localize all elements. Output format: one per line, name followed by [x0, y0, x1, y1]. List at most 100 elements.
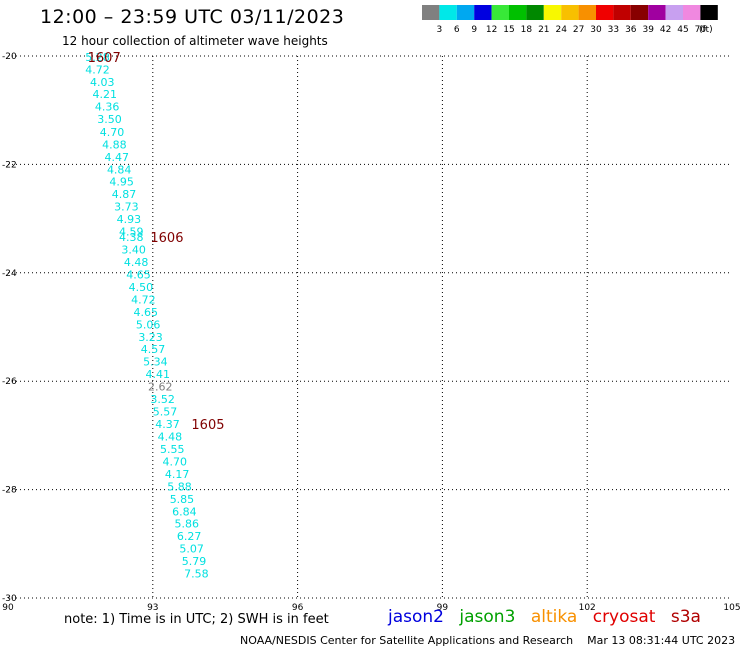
swh-value-label: 5.79: [182, 555, 207, 568]
swh-value-label: 6.27: [177, 530, 202, 543]
legend-label: 21: [538, 25, 549, 35]
y-tick-label: -26: [2, 377, 17, 387]
legend-label: 42: [660, 25, 671, 35]
swh-value-label: 4.70: [100, 126, 125, 139]
credit-text: NOAA/NESDIS Center for Satellite Applica…: [240, 634, 574, 647]
swh-value-label: 5.28: [85, 51, 110, 64]
legend-swatch-33: [596, 5, 614, 20]
satellite-cryosat: cryosat: [592, 607, 656, 627]
swh-value-label: 6.84: [172, 505, 197, 518]
swh-value-label: 4.87: [112, 188, 137, 201]
legend-swatch-27: [561, 5, 579, 20]
swh-value-label: 3.50: [97, 113, 122, 126]
satellite-legend: jason2 jason3 altika cryosat s3a: [388, 607, 711, 627]
legend-swatch-42: [648, 5, 666, 20]
swh-value-label: 4.72: [131, 293, 156, 306]
swh-value-label: 5.55: [160, 443, 185, 456]
swh-value-label: 4.84: [107, 163, 131, 176]
swh-value-label: 3.73: [114, 201, 139, 214]
swh-value-label: 5.06: [136, 318, 161, 331]
swh-value-label: 4.41: [146, 368, 171, 381]
legend-label: 27: [573, 25, 584, 35]
swh-value-label: 2.62: [148, 381, 173, 394]
legend-swatch-3: [422, 5, 440, 20]
generated-timestamp: Mar 13 08:31:44 UTC 2023: [587, 634, 736, 647]
legend-swatch-24: [543, 5, 562, 20]
time-label: 1605: [191, 418, 224, 433]
swh-value-label: 5.57: [153, 406, 178, 419]
x-tick-label: 93: [147, 603, 158, 610]
y-tick-label: -22: [2, 160, 17, 170]
swh-value-label: 4.03: [90, 76, 115, 89]
swh-value-label: 3.52: [150, 393, 175, 406]
swh-value-label: 4.50: [129, 281, 154, 294]
y-tick-label: -24: [2, 269, 17, 279]
footnote: note: 1) Time is in UTC; 2) SWH is in fe…: [64, 612, 329, 627]
swh-value-label: 4.65: [133, 306, 158, 319]
legend-label: 36: [625, 25, 637, 35]
swh-value-label: 4.95: [109, 176, 134, 189]
swh-value-label: 4.65: [126, 268, 150, 281]
swh-value-label: 4.88: [102, 138, 127, 151]
credit-line: NOAA/NESDIS Center for Satellite Applica…: [240, 634, 735, 647]
legend-swatch-70: [683, 5, 701, 20]
y-tick-label: -28: [2, 486, 17, 496]
legend-label: 33: [608, 25, 619, 35]
time-label: 1607: [88, 51, 121, 66]
satellite-jason3: jason3: [459, 607, 516, 627]
x-tick-label: 99: [437, 603, 449, 610]
legend-label: 45: [677, 25, 688, 35]
satellite-altika: altika: [530, 607, 578, 627]
y-tick-label: -30: [2, 594, 17, 604]
legend-swatch-39: [630, 5, 649, 20]
swh-value-label: 4.59: [119, 226, 144, 239]
legend-label: 30: [590, 25, 602, 35]
legend-label: 24: [555, 25, 567, 35]
swh-value-label: 5.34: [143, 356, 168, 369]
swh-value-label: 4.48: [158, 430, 183, 443]
x-tick-label: 96: [292, 603, 304, 610]
x-tick-label: 90: [2, 603, 14, 610]
legend-swatch-21: [526, 5, 544, 20]
legend-label: 39: [642, 25, 654, 35]
legend-swatch-max: [700, 5, 718, 20]
color-legend: 3 6 9 12 15 18 21 24 27 30 33 36 39 42 45 70(ft): [422, 5, 718, 35]
swh-value-label: 4.48: [124, 256, 149, 269]
legend-swatch-15: [491, 5, 509, 20]
satellite-jason2: jason2: [388, 607, 444, 627]
swh-value-label: 4.57: [141, 343, 166, 356]
legend-swatch-18: [509, 5, 527, 20]
legend-swatch-45: [665, 5, 683, 20]
swh-value-label: 5.86: [175, 518, 200, 531]
swh-value-label: 4.36: [95, 100, 120, 113]
swh-value-label: 4.70: [162, 455, 187, 468]
swh-value-label: 5.88: [167, 480, 192, 493]
legend-label: 9: [471, 25, 477, 35]
x-tick-label: 102: [579, 603, 596, 610]
swh-value-label: 4.21: [92, 88, 117, 101]
legend-label: 18: [521, 25, 533, 35]
legend-label: 3: [437, 25, 443, 35]
swh-value-label: 5.85: [170, 493, 195, 506]
chart-subtitle: 12 hour collection of altimeter wave hei…: [62, 34, 328, 48]
legend-label: 6: [454, 25, 460, 35]
swh-value-label: 4.93: [117, 213, 142, 226]
x-tick-label: 105: [723, 603, 740, 610]
legend-swatch-9: [456, 5, 475, 20]
swh-value-label: 5.07: [179, 543, 204, 556]
legend-swatch-30: [578, 5, 596, 20]
chart-title: 12:00 – 23:59 UTC 03/11/2023: [40, 6, 345, 28]
legend-label: 12: [486, 25, 497, 35]
y-tick-label: -20: [2, 52, 17, 62]
legend-swatch-12: [474, 5, 492, 20]
legend-swatch-36: [613, 5, 631, 20]
wave-height-plot: 90 93 96 99 102 105 -20 -22 -24 -26 -28 -30 5.28 4.72…: [2, 51, 740, 610]
swh-value-label: 4.17: [165, 468, 190, 481]
satellite-s3a: s3a: [670, 607, 701, 627]
swh-value-label: 7.58: [184, 568, 209, 581]
legend-swatch-6: [439, 5, 457, 20]
swh-value-label: 3.40: [121, 243, 146, 256]
legend-unit: (ft): [699, 25, 713, 35]
swh-value-label: 4.37: [155, 418, 180, 431]
time-label: 1606: [150, 231, 183, 246]
